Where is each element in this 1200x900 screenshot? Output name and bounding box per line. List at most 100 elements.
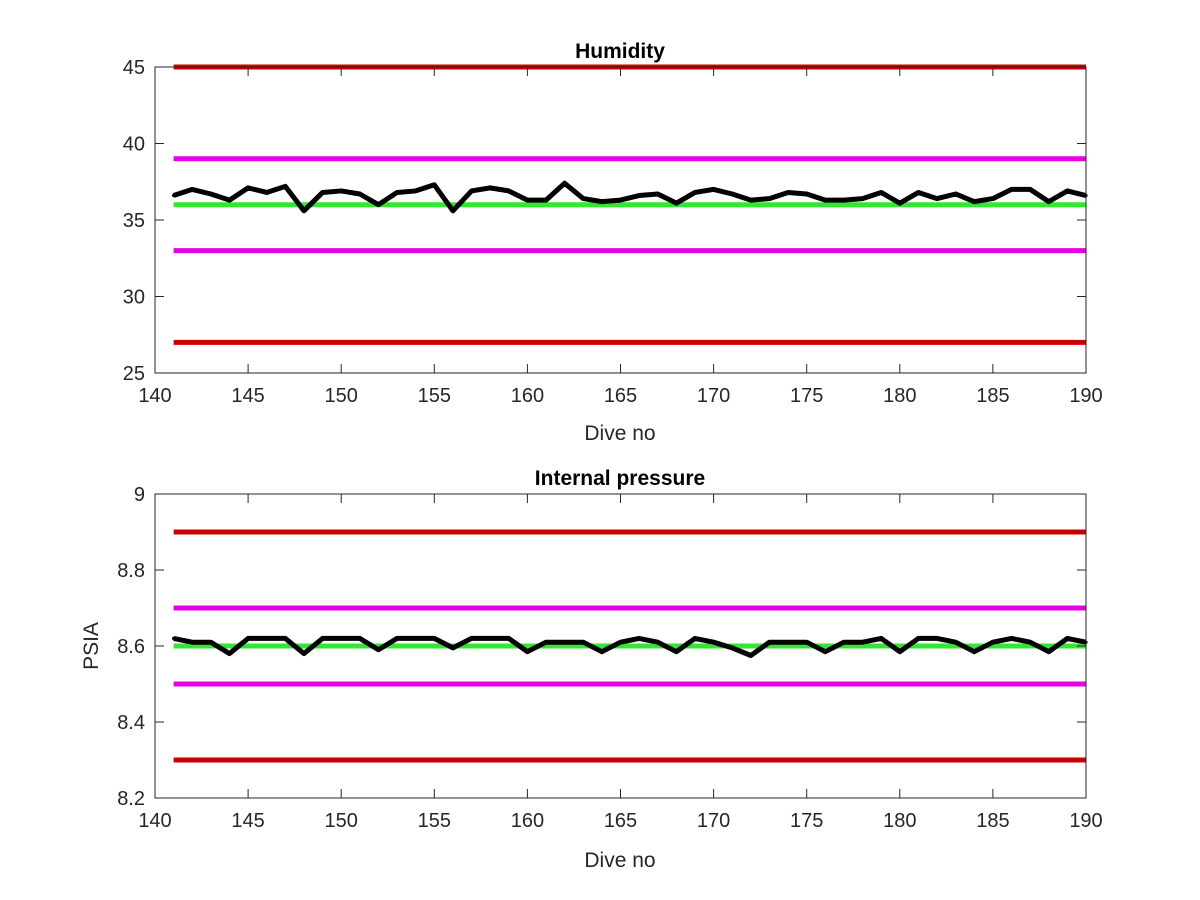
internal-pressure-data-point xyxy=(618,640,623,644)
internal-pressure-y-tick-label: 8.8 xyxy=(117,560,145,582)
internal-pressure-data-point xyxy=(376,648,381,652)
internal-pressure-data-point xyxy=(525,650,530,654)
internal-pressure-x-tick-label: 150 xyxy=(325,810,358,832)
humidity-data-point xyxy=(488,186,492,190)
humidity-data-point xyxy=(432,183,436,187)
humidity-data-point xyxy=(749,198,753,202)
internal-pressure-data-point xyxy=(600,650,604,654)
humidity-data-point xyxy=(320,190,325,195)
internal-pressure-subplot: Internal pressure 140 145 150 155 160 165 170 1… xyxy=(80,467,1103,872)
internal-pressure-ticks: 140 145 150 155 160 165 170 175 180 185 190 8.2 8.4 8… xyxy=(117,484,1103,832)
internal-pressure-data-point xyxy=(302,652,306,656)
humidity-data-point xyxy=(190,187,194,191)
internal-pressure-data-point xyxy=(246,636,250,641)
internal-pressure-y-tick-label: 9 xyxy=(134,484,145,506)
internal-pressure-y-tick-label: 8.2 xyxy=(117,788,145,810)
humidity-data-point xyxy=(674,201,678,205)
internal-pressure-data-point xyxy=(879,636,883,641)
humidity-data-point xyxy=(469,189,474,193)
internal-pressure-y-tick-label: 8.4 xyxy=(117,712,145,734)
humidity-x-tick-label: 170 xyxy=(697,385,730,407)
internal-pressure-data-point xyxy=(172,636,176,641)
humidity-data-point xyxy=(414,189,418,193)
internal-pressure-x-tick-label: 185 xyxy=(976,810,1009,832)
humidity-data-point xyxy=(935,196,939,201)
internal-pressure-x-tick-label: 160 xyxy=(511,810,544,832)
internal-pressure-data-point xyxy=(488,636,492,641)
internal-pressure-data-point xyxy=(469,636,474,641)
humidity-x-tick-label: 155 xyxy=(418,385,451,407)
internal-pressure-data-point xyxy=(563,640,567,644)
internal-pressure-title: Internal pressure xyxy=(535,467,705,490)
internal-pressure-data-point xyxy=(842,640,846,644)
internal-pressure-x-tick-label: 175 xyxy=(790,810,823,832)
internal-pressure-data-point xyxy=(674,650,678,654)
humidity-y-tick-label: 45 xyxy=(123,57,145,79)
internal-pressure-data-point xyxy=(991,640,995,644)
humidity-data-point xyxy=(805,192,809,196)
humidity-data-point xyxy=(730,192,734,196)
internal-pressure-data-point xyxy=(451,646,455,650)
humidity-data-point xyxy=(656,192,660,196)
internal-pressure-data-point xyxy=(712,640,716,644)
humidity-x-tick-label: 185 xyxy=(976,385,1009,407)
humidity-data-point xyxy=(265,190,269,195)
internal-pressure-data-point xyxy=(507,636,511,641)
internal-pressure-data-point xyxy=(414,636,418,641)
internal-pressure-x-tick-label: 155 xyxy=(418,810,451,832)
internal-pressure-data-point xyxy=(656,640,660,644)
internal-pressure-data-point xyxy=(432,636,436,641)
humidity-data-point xyxy=(227,198,232,202)
internal-pressure-series-group xyxy=(172,635,1088,658)
humidity-series-line-0 xyxy=(172,180,1087,214)
humidity-x-tick-label: 190 xyxy=(1069,385,1102,407)
humidity-data-point xyxy=(451,209,455,213)
humidity-data-point xyxy=(358,192,362,196)
internal-pressure-data-point xyxy=(265,636,269,641)
internal-pressure-data-point xyxy=(1047,650,1051,654)
internal-pressure-data-point xyxy=(972,650,976,654)
internal-pressure-x-tick-label: 180 xyxy=(883,810,916,832)
internal-pressure-data-point xyxy=(730,646,734,650)
internal-pressure-data-point xyxy=(916,636,921,641)
humidity-data-point xyxy=(712,187,716,191)
internal-pressure-data-point xyxy=(1028,640,1032,644)
internal-pressure-data-point xyxy=(320,636,325,641)
humidity-x-tick-label: 150 xyxy=(325,385,358,407)
internal-pressure-series-line-0 xyxy=(173,635,1087,658)
internal-pressure-reference-lines xyxy=(173,529,1086,763)
humidity-data-point xyxy=(302,209,306,213)
humidity-data-point xyxy=(600,200,604,204)
internal-pressure-data-point xyxy=(581,640,585,644)
internal-pressure-data-point xyxy=(637,636,641,641)
humidity-data-point xyxy=(954,192,958,196)
internal-pressure-y-axis-label: PSIA xyxy=(80,622,103,670)
internal-pressure-data-point xyxy=(693,636,697,641)
humidity-data-point xyxy=(246,186,250,190)
humidity-data-point xyxy=(1065,189,1069,193)
humidity-data-point xyxy=(1009,187,1014,191)
internal-pressure-data-point xyxy=(898,650,902,654)
humidity-data-point xyxy=(376,203,381,207)
humidity-data-point xyxy=(395,190,399,195)
humidity-data-point xyxy=(693,190,697,195)
humidity-data-point xyxy=(544,198,548,202)
internal-pressure-data-point xyxy=(860,640,865,644)
humidity-data-point xyxy=(898,201,902,205)
humidity-data-point xyxy=(507,189,511,193)
internal-pressure-data-point xyxy=(358,636,362,641)
internal-pressure-data-point xyxy=(954,640,958,644)
humidity-subplot: Humidity 140 145 150 155 160 165 170 175 180 185 1… xyxy=(123,40,1103,445)
internal-pressure-data-point xyxy=(767,640,772,644)
internal-pressure-data-point xyxy=(339,636,343,641)
internal-pressure-data-point xyxy=(749,653,753,658)
humidity-data-point xyxy=(991,196,995,201)
humidity-x-tick-label: 140 xyxy=(138,385,171,407)
humidity-data-point xyxy=(916,190,921,195)
humidity-x-tick-label: 160 xyxy=(511,385,544,407)
humidity-series-group xyxy=(172,180,1088,214)
internal-pressure-x-axis-label: Dive no xyxy=(584,849,655,872)
humidity-x-tick-label: 180 xyxy=(883,385,916,407)
humidity-data-point xyxy=(786,190,790,195)
